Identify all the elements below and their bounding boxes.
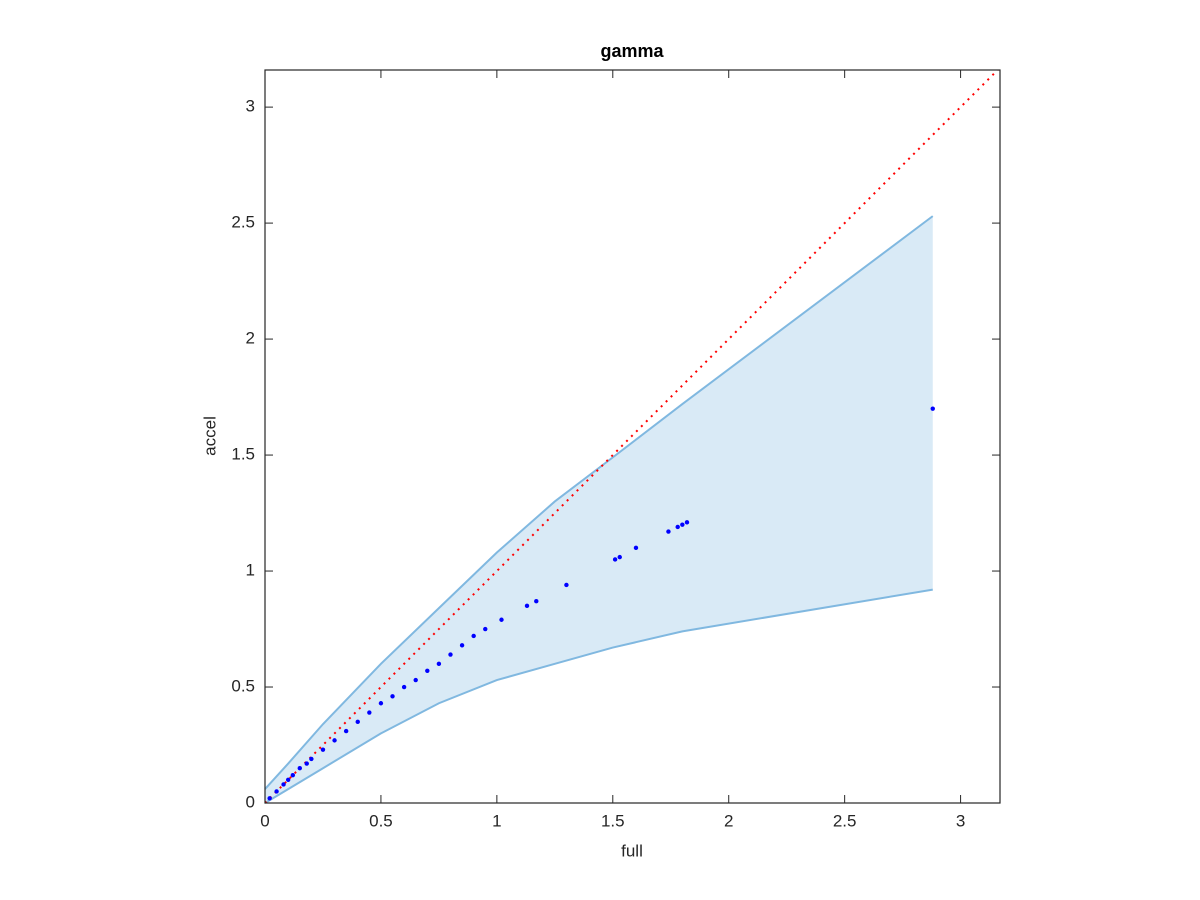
point: [680, 522, 685, 527]
point: [684, 520, 690, 525]
point: [425, 668, 430, 673]
point: [367, 710, 372, 715]
y-tick-label: 1.5: [231, 445, 255, 464]
x-tick-label: 3: [956, 811, 965, 830]
reference-line: [265, 70, 999, 803]
point: [633, 545, 639, 551]
point: [274, 789, 279, 794]
point: [471, 633, 476, 639]
point: [320, 747, 326, 752]
point: [448, 652, 453, 657]
point: [499, 617, 504, 622]
confidence-band: [265, 216, 933, 803]
band-upper-edge: [264, 215, 934, 790]
point: [390, 694, 395, 699]
y-tick-label: 0: [246, 792, 255, 811]
y-tick-label: 1: [246, 561, 255, 580]
point: [343, 728, 349, 734]
point: [524, 603, 530, 609]
point: [930, 406, 935, 411]
point: [304, 761, 309, 766]
point: [459, 643, 465, 648]
point: [281, 782, 286, 787]
y-axis-label: accel: [200, 416, 219, 456]
point: [332, 738, 337, 743]
x-tick-label: 0: [260, 811, 269, 830]
point: [534, 598, 539, 604]
point: [564, 582, 569, 588]
point: [355, 719, 360, 725]
point: [413, 677, 418, 683]
band-lower-edge: [264, 588, 933, 804]
point: [267, 796, 272, 801]
y-tick-label: 2: [246, 329, 255, 348]
x-axis-label: full: [621, 841, 643, 860]
x-tick-label: 1.5: [601, 811, 625, 830]
point: [612, 557, 618, 562]
point: [297, 766, 302, 771]
x-tick-label: 1: [492, 811, 501, 830]
point: [675, 524, 680, 530]
x-tick-label: 0.5: [369, 811, 393, 830]
x-tick-label: 2.5: [833, 811, 857, 830]
point: [401, 684, 407, 690]
y-tick-label: 2.5: [231, 213, 255, 232]
chart-title: gamma: [600, 41, 664, 61]
x-tick-label: 2: [724, 811, 733, 830]
point: [666, 529, 671, 534]
point: [483, 626, 488, 632]
point: [309, 756, 314, 762]
axes-box: [264, 69, 1001, 804]
point: [378, 701, 384, 706]
point: [436, 661, 442, 667]
point: [285, 777, 291, 783]
y-tick-label: 0.5: [231, 677, 255, 696]
y-tick-label: 3: [246, 97, 255, 116]
point: [617, 554, 622, 560]
point: [290, 772, 296, 778]
